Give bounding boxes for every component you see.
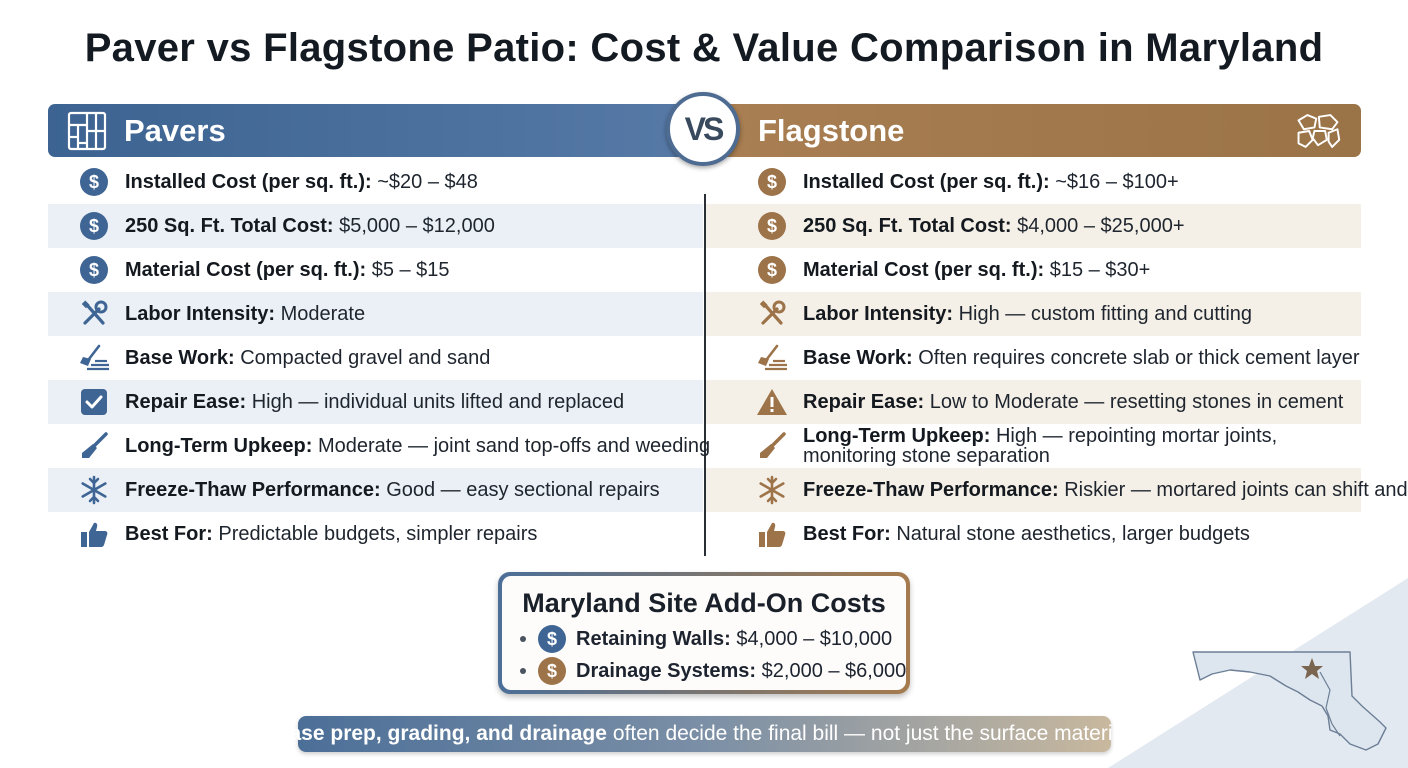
addon-label: Drainage Systems: bbox=[576, 659, 757, 682]
row-label: Labor Intensity: bbox=[803, 303, 954, 325]
row-value: High — repointing mortar joints, monitor… bbox=[803, 425, 1278, 467]
pavers-header-label: Pavers bbox=[124, 112, 226, 148]
brush-icon bbox=[755, 429, 789, 463]
addon-costs-box: Maryland Site Add-On Costs $ Retaining W… bbox=[498, 572, 910, 694]
row-label: Material Cost (per sq. ft.): bbox=[125, 259, 367, 281]
flagstone-row-base-work: Base Work: Often requires concrete slab … bbox=[706, 336, 1361, 380]
pavers-row-base-work: Base Work: Compacted gravel and sand bbox=[48, 336, 703, 380]
row-value: $4,000 – $25,000+ bbox=[1017, 215, 1185, 237]
row-label: Long-Term Upkeep: bbox=[125, 435, 313, 457]
row-label: Installed Cost (per sq. ft.): bbox=[125, 171, 372, 193]
dollar-coin-icon: $ bbox=[77, 253, 111, 287]
pavers-row-upkeep: Long-Term Upkeep: Moderate — joint sand … bbox=[48, 424, 710, 468]
row-label: Base Work: bbox=[125, 347, 235, 369]
row-label: Best For: bbox=[125, 523, 213, 545]
flagstone-row-upkeep: Long-Term Upkeep: High — repointing mort… bbox=[706, 424, 1361, 468]
pavers-row-labor: Labor Intensity: Moderate bbox=[48, 292, 703, 336]
column-divider bbox=[704, 194, 706, 556]
snowflake-icon bbox=[77, 473, 111, 507]
pavers-row-best-for: Best For: Predictable budgets, simpler r… bbox=[48, 512, 703, 556]
row-label: Labor Intensity: bbox=[125, 303, 276, 325]
snowflake-icon bbox=[755, 473, 789, 507]
addon-value: $2,000 – $6,000 bbox=[761, 659, 907, 682]
flagstone-row-installed-cost: $ Installed Cost (per sq. ft.): ~$16 – $… bbox=[706, 160, 1361, 204]
flagstone-row-best-for: Best For: Natural stone aesthetics, larg… bbox=[706, 512, 1361, 556]
addon-item-retaining-walls: $ Retaining Walls: $4,000 – $10,000 bbox=[520, 624, 892, 654]
row-value: Often requires concrete slab or thick ce… bbox=[918, 347, 1360, 369]
row-label: Best For: bbox=[803, 523, 891, 545]
row-label: Freeze-Thaw Performance: bbox=[803, 479, 1059, 501]
brush-icon bbox=[77, 429, 111, 463]
dollar-coin-icon: $ bbox=[755, 253, 789, 287]
row-label: Installed Cost (per sq. ft.): bbox=[803, 171, 1050, 193]
row-label: Long-Term Upkeep: bbox=[803, 425, 991, 447]
flagstone-row-material-cost: $ Material Cost (per sq. ft.): $15 – $30… bbox=[706, 248, 1361, 292]
pavers-row-installed-cost: $ Installed Cost (per sq. ft.): ~$20 – $… bbox=[48, 160, 703, 204]
row-value: $5 – $15 bbox=[371, 259, 450, 281]
row-value: $15 – $30+ bbox=[1049, 259, 1151, 281]
row-label: 250 Sq. Ft. Total Cost: bbox=[125, 215, 334, 237]
row-label: Repair Ease: bbox=[803, 391, 925, 413]
maryland-map-icon bbox=[1192, 651, 1387, 751]
dollar-coin-icon: $ bbox=[538, 625, 566, 653]
row-value: Moderate bbox=[280, 303, 366, 325]
dollar-coin-icon: $ bbox=[755, 209, 789, 243]
thumbs-up-icon bbox=[755, 517, 789, 551]
dollar-coin-icon: $ bbox=[77, 165, 111, 199]
row-value: High — individual units lifted and repla… bbox=[251, 391, 625, 413]
row-value: $5,000 – $12,000 bbox=[339, 215, 495, 237]
pavers-row-repair: Repair Ease: High — individual units lif… bbox=[48, 380, 703, 424]
row-value: Good — easy sectional repairs bbox=[386, 479, 660, 501]
row-value: Natural stone aesthetics, larger budgets bbox=[896, 523, 1250, 545]
addon-label: Retaining Walls: bbox=[576, 627, 731, 650]
pavers-row-freeze-thaw: Freeze-Thaw Performance: Good — easy sec… bbox=[48, 468, 703, 512]
dollar-coin-icon: $ bbox=[755, 165, 789, 199]
row-value: Predictable budgets, simpler repairs bbox=[218, 523, 538, 545]
flagstone-header-label: Flagstone bbox=[758, 112, 905, 148]
warning-icon bbox=[755, 385, 789, 419]
row-value: Riskier — mortared joints can shift and … bbox=[1064, 479, 1408, 501]
row-label: Material Cost (per sq. ft.): bbox=[803, 259, 1045, 281]
flagstone-row-total-cost: $ 250 Sq. Ft. Total Cost: $4,000 – $25,0… bbox=[706, 204, 1361, 248]
vs-badge: VS bbox=[666, 92, 740, 166]
row-label: Base Work: bbox=[803, 347, 913, 369]
footer-bold: Base prep, grading, and drainage bbox=[274, 722, 607, 745]
flagstone-row-repair: Repair Ease: Low to Moderate — resetting… bbox=[706, 380, 1361, 424]
flagstone-icon bbox=[1295, 108, 1341, 154]
pavers-column: $ Installed Cost (per sq. ft.): ~$20 – $… bbox=[48, 160, 710, 556]
row-value: Low to Moderate — resetting stones in ce… bbox=[929, 391, 1344, 413]
row-label: Freeze-Thaw Performance: bbox=[125, 479, 381, 501]
addon-title: Maryland Site Add-On Costs bbox=[522, 588, 886, 618]
paver-grid-icon bbox=[64, 108, 110, 154]
dollar-coin-icon: $ bbox=[538, 657, 566, 685]
page-title: Paver vs Flagstone Patio: Cost & Value C… bbox=[84, 26, 1324, 70]
footer-text: often decide the final bill — not just t… bbox=[612, 722, 1135, 745]
row-label: 250 Sq. Ft. Total Cost: bbox=[803, 215, 1012, 237]
flagstone-header: Flagstone bbox=[720, 104, 1361, 157]
shovel-base-icon bbox=[77, 341, 111, 375]
row-value: Compacted gravel and sand bbox=[240, 347, 491, 369]
addon-value: $4,000 – $10,000 bbox=[736, 627, 893, 650]
shovel-base-icon bbox=[755, 341, 789, 375]
bullet bbox=[520, 668, 526, 674]
row-value: ~$20 – $48 bbox=[377, 171, 478, 193]
pavers-row-material-cost: $ Material Cost (per sq. ft.): $5 – $15 bbox=[48, 248, 703, 292]
flagstone-column: $ Installed Cost (per sq. ft.): ~$16 – $… bbox=[706, 160, 1408, 556]
bullet bbox=[520, 636, 526, 642]
row-value: High — custom fitting and cutting bbox=[958, 303, 1253, 325]
dollar-coin-icon: $ bbox=[77, 209, 111, 243]
checkbox-icon bbox=[77, 385, 111, 419]
wrench-screwdriver-icon bbox=[755, 297, 789, 331]
row-value: ~$16 – $100+ bbox=[1055, 171, 1179, 193]
flagstone-row-freeze-thaw: Freeze-Thaw Performance: Riskier — morta… bbox=[706, 468, 1408, 512]
pavers-header: Pavers bbox=[48, 104, 688, 157]
thumbs-up-icon bbox=[77, 517, 111, 551]
row-value: Moderate — joint sand top-offs and weedi… bbox=[317, 435, 711, 457]
addon-item-drainage: $ Drainage Systems: $2,000 – $6,000 bbox=[520, 656, 906, 686]
flagstone-row-labor: Labor Intensity: High — custom fitting a… bbox=[706, 292, 1361, 336]
wrench-screwdriver-icon bbox=[77, 297, 111, 331]
row-label: Repair Ease: bbox=[125, 391, 247, 413]
footer-banner: Base prep, grading, and drainage often d… bbox=[274, 716, 1135, 752]
pavers-row-total-cost: $ 250 Sq. Ft. Total Cost: $5,000 – $12,0… bbox=[48, 204, 703, 248]
